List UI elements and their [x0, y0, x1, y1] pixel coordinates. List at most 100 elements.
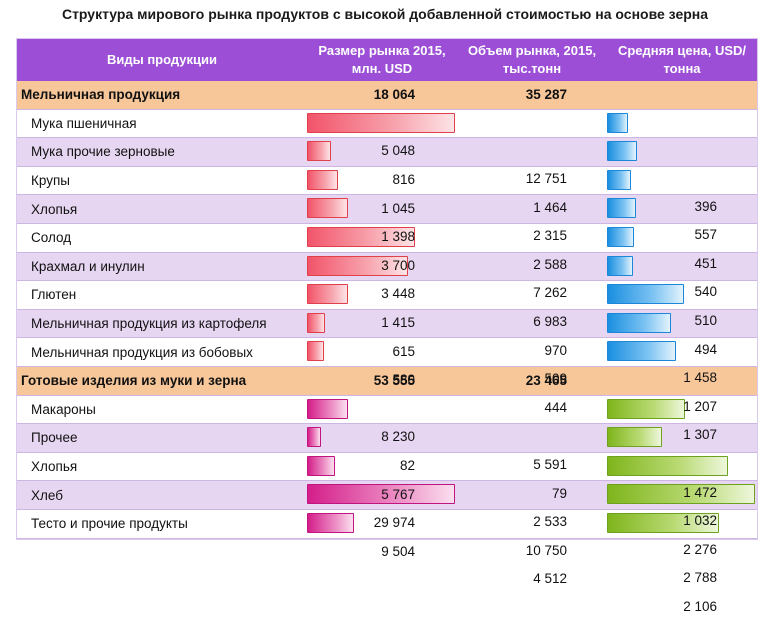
- table-header: Виды продукции Размер рынка 2015, млн. U…: [17, 39, 757, 81]
- size-value: 3 448: [381, 286, 415, 302]
- price-bar: [607, 112, 629, 133]
- price-bar: [607, 513, 719, 533]
- size-value: 1 045: [381, 200, 415, 216]
- section-volume-value: 23 465: [525, 373, 567, 389]
- section-name: Готовые изделия из муки и зерна: [21, 373, 247, 389]
- price-value: 2 276: [683, 541, 717, 557]
- price-bar: [607, 227, 635, 247]
- row-name: Прочее: [31, 430, 78, 446]
- price-bar: [607, 484, 755, 505]
- row-name: Мельничная продукция из бобовых: [31, 344, 253, 360]
- size-value: 9 504: [381, 543, 415, 559]
- table-row: Мельничная продукция из бобовых 580 444 1 3…: [17, 338, 757, 442]
- size-bar: [307, 427, 321, 448]
- volume-value: 6 983: [533, 314, 567, 330]
- price-value: 2 788: [683, 570, 717, 586]
- volume-value: 1 464: [533, 199, 567, 215]
- row-name: Мельничная продукция из картофеля: [31, 316, 267, 332]
- row-name: Тесто и прочие продукты: [31, 516, 188, 532]
- volume-value: 7 262: [533, 285, 567, 301]
- size-value: 580: [392, 372, 415, 388]
- chart-title: Структура мирового рынка продуктов с выс…: [61, 6, 709, 22]
- volume-value: 444: [544, 399, 567, 415]
- header-size: Размер рынка 2015, млн. USD: [318, 43, 446, 76]
- table-row: Мука пшеничная 5 048 12 751 396: [17, 109, 757, 214]
- row-name: Глютен: [31, 287, 77, 303]
- price-bar: [607, 255, 634, 276]
- volume-value: 79: [551, 485, 567, 501]
- price-bar: [607, 198, 636, 219]
- section-size-value: 53 555: [373, 373, 415, 389]
- header-volume: Объем рынка, 2015, тыс.тонн: [467, 43, 597, 76]
- price-bar: [607, 169, 631, 190]
- size-value: 816: [392, 172, 415, 188]
- size-bar: [307, 398, 348, 419]
- volume-value: 509: [544, 371, 567, 387]
- volume-value: 2 533: [533, 514, 567, 530]
- price-value: 2 106: [683, 599, 717, 615]
- price-value: 451: [694, 255, 717, 271]
- price-bar: [607, 427, 662, 448]
- price-bar: [607, 455, 728, 476]
- volume-value: 10 750: [525, 542, 567, 558]
- section-size-value: 18 064: [373, 87, 415, 103]
- size-value: 1 415: [381, 315, 415, 331]
- price-bar: [607, 141, 637, 162]
- section-name: Мельничная продукция: [21, 87, 181, 103]
- header-price: Средняя цена, USD/тонна: [617, 43, 747, 76]
- price-value: 1 307: [683, 427, 717, 443]
- size-bar: [307, 484, 455, 505]
- table-row: Солод 3 700 7 262 510: [17, 224, 757, 328]
- price-value: 540: [694, 284, 717, 300]
- price-value: 1 472: [683, 484, 717, 500]
- header-name: Виды продукции: [106, 52, 218, 67]
- volume-value: 4 512: [533, 571, 567, 587]
- section-volume-value: 35 287: [525, 87, 567, 103]
- row-name: Макароны: [31, 401, 96, 417]
- volume-value: 5 591: [533, 457, 567, 473]
- size-bar: [307, 112, 455, 133]
- price-bar: [607, 398, 686, 419]
- row-name: Крупы: [31, 173, 70, 189]
- price-value: 1 207: [683, 398, 717, 414]
- size-value: 29 974: [373, 515, 415, 531]
- size-bar: [307, 141, 331, 162]
- row-name: Крахмал и инулин: [31, 258, 145, 274]
- price-value: 494: [694, 341, 717, 357]
- size-value: 3 700: [381, 257, 415, 273]
- table-row: Хлопья 1 398 2 588 540: [17, 195, 757, 299]
- size-bar: [307, 169, 338, 190]
- volume-value: 970: [544, 342, 567, 358]
- size-bar: [307, 227, 416, 247]
- row-name: Солод: [31, 230, 72, 246]
- price-value: 557: [694, 227, 717, 243]
- section-row: Готовые изделия из муки и зерна 53 555 23 …: [17, 367, 757, 396]
- section-row: Мельничная продукция 18 064 35 287: [17, 81, 757, 110]
- table-row: Крупы 1 045 2 315 451: [17, 166, 757, 271]
- row-name: Хлеб: [31, 487, 63, 503]
- size-value: 1 398: [381, 229, 415, 245]
- size-bar: [307, 513, 354, 533]
- size-bar: [307, 255, 409, 276]
- size-bar: [307, 341, 324, 362]
- table-row: Прочее 82 79 1 032: [17, 424, 757, 528]
- price-value: 1 458: [683, 370, 717, 386]
- market-table: Виды продукции Размер рынка 2015, млн. U…: [16, 38, 758, 614]
- table-row: Глютен 1 415 970 1 458: [17, 281, 757, 385]
- size-bar: [307, 455, 336, 476]
- table-row: Мельничная продукция из картофеля 615 509 1…: [17, 309, 757, 414]
- volume-value: 2 315: [533, 228, 567, 244]
- size-bar: [307, 312, 326, 333]
- price-bar: [607, 284, 685, 305]
- price-value: 510: [694, 313, 717, 329]
- row-name: Мука прочие зерновые: [31, 144, 175, 160]
- row-name: Хлопья: [31, 201, 78, 217]
- price-bar: [607, 341, 677, 362]
- row-name: Хлопья: [31, 459, 78, 475]
- price-bar: [607, 312, 672, 333]
- size-value: 615: [392, 343, 415, 359]
- size-bar: [307, 284, 349, 305]
- price-value: 396: [694, 198, 717, 214]
- table-row: Крахмал и инулин 3 448 6 983 494: [17, 252, 757, 357]
- price-value: 1 032: [683, 513, 717, 529]
